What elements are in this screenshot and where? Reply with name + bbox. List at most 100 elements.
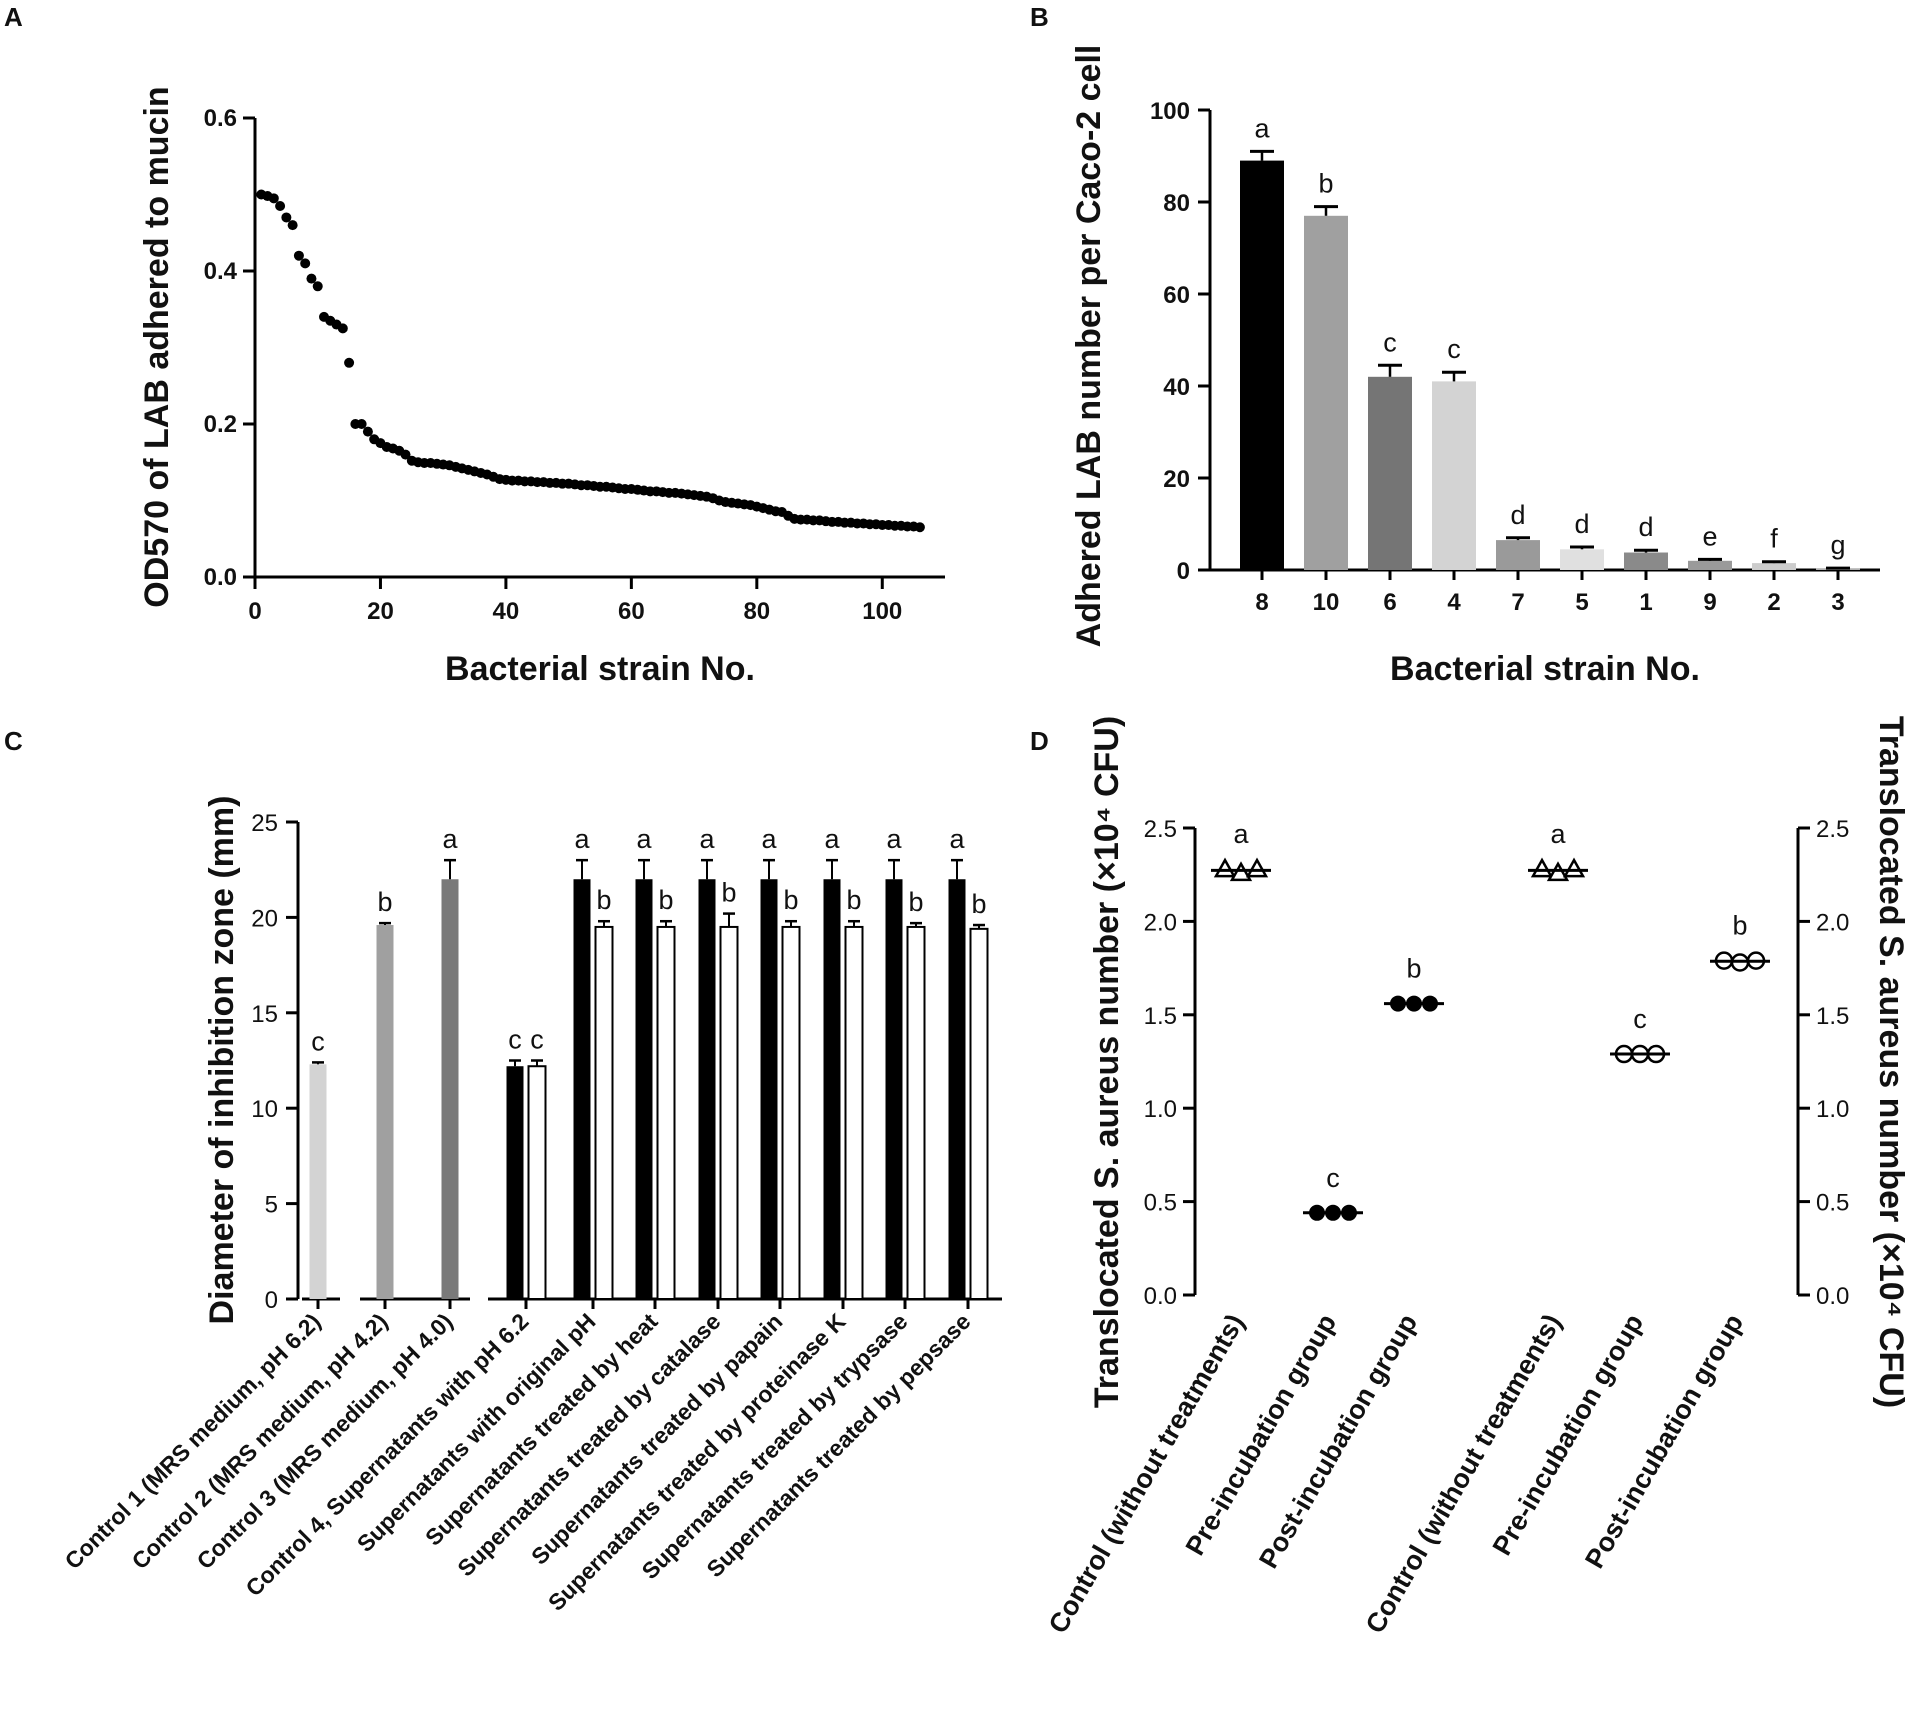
chart-c-significance-letter: b — [377, 887, 392, 917]
chart-a-xlabel: Bacterial strain No. — [445, 650, 755, 688]
chart-d-significance-letter: c — [1633, 1004, 1647, 1034]
chart-a-point — [400, 449, 411, 460]
chart-a-point — [300, 258, 311, 269]
chart-b-bar — [1688, 560, 1732, 570]
chart-a-point — [268, 193, 279, 204]
chart-d-significance-letter: a — [1233, 819, 1249, 849]
chart-a: 0.0 0.2 0.4 0.6 0 20 40 60 80 100 Bacterial stra… — [138, 86, 945, 688]
chart-c-significance-letter: a — [636, 824, 652, 854]
chart-c-significance-letter: a — [761, 824, 777, 854]
panel-label-b: B — [1030, 2, 1049, 32]
chart-d-ytick-label-left: 2.0 — [1144, 909, 1177, 936]
chart-b-ylabel: Adhered LAB number per Caco-2 cell — [1070, 45, 1108, 648]
chart-a-ytick-label: 0.4 — [204, 258, 238, 285]
chart-a-point — [281, 212, 292, 223]
chart-a-xtick-label: 80 — [743, 598, 770, 625]
chart-d-point — [1562, 857, 1586, 878]
chart-c-significance-letter: a — [699, 824, 715, 854]
chart-d-category-label: Post-incubation group — [1253, 1309, 1423, 1573]
chart-a-point — [293, 250, 304, 261]
chart-d-category-label: Control (without treatments) — [1043, 1309, 1250, 1638]
chart-b-category-label: 9 — [1703, 589, 1716, 616]
chart-b-significance-letter: c — [1383, 327, 1397, 357]
chart-c-significance-letter: b — [971, 889, 986, 919]
chart-a-ytick-label: 0.2 — [204, 411, 237, 438]
chart-d-ytick-label-right: 2.5 — [1816, 816, 1849, 843]
chart-c-ytick-label: 5 — [265, 1192, 278, 1219]
chart-c-bar — [823, 879, 841, 1299]
chart-c-significance-letter: b — [846, 885, 861, 915]
chart-b-significance-letter: g — [1830, 530, 1845, 560]
chart-c-bar — [948, 879, 966, 1299]
chart-d-ylabel-left: Translocated S. aureus number (×10⁴ CFU) — [1088, 716, 1126, 1408]
chart-c-significance-letter: c — [530, 1025, 544, 1055]
chart-d-ytick-label-left: 1.5 — [1144, 1003, 1177, 1030]
chart-d-ytick-label-right: 2.0 — [1816, 909, 1849, 936]
chart-c-ytick-label: 15 — [251, 1001, 278, 1028]
chart-a-xtick-label: 20 — [367, 598, 394, 625]
chart-a-point — [344, 357, 355, 368]
chart-b-bar — [1368, 376, 1412, 570]
chart-b-xlabel: Bacterial strain No. — [1390, 650, 1700, 688]
chart-b-significance-letter: d — [1574, 509, 1589, 539]
chart-c-significance-letter: b — [908, 887, 923, 917]
chart-c-bar — [594, 925, 614, 1300]
chart-a-point — [275, 200, 286, 211]
chart-d-ytick-label-right: 0.5 — [1816, 1190, 1849, 1217]
chart-d-significance-letter: b — [1732, 911, 1747, 941]
chart-c-bar — [781, 925, 801, 1300]
chart-c-bar — [441, 879, 459, 1299]
chart-b-bar — [1496, 540, 1540, 570]
chart-b-bar — [1304, 215, 1348, 571]
chart-b-ytick-label: 20 — [1163, 466, 1190, 493]
chart-a-xtick-label: 100 — [862, 598, 902, 625]
chart-b-category-label: 7 — [1511, 589, 1524, 616]
chart-b-significance-letter: f — [1770, 524, 1778, 554]
chart-c-significance-letter: a — [442, 824, 458, 854]
chart-c-bar — [719, 925, 739, 1300]
chart-c-bar — [656, 925, 676, 1300]
chart-d-point — [1245, 857, 1269, 878]
chart-c-significance-letter: a — [824, 824, 840, 854]
chart-b-category-label: 10 — [1313, 589, 1340, 616]
chart-c-bar — [760, 879, 778, 1299]
chart-d-ytick-label-left: 0.5 — [1144, 1190, 1177, 1217]
chart-d-ytick-label-left: 1.0 — [1144, 1096, 1177, 1123]
chart-b-significance-letter: d — [1510, 500, 1525, 530]
chart-c-ytick-label: 20 — [251, 905, 278, 932]
chart-d-significance-letter: b — [1406, 954, 1421, 984]
chart-c-bar — [309, 1064, 327, 1299]
chart-b-ytick-label: 0 — [1177, 558, 1190, 585]
chart-c-significance-letter: a — [886, 824, 902, 854]
chart-b-category-label: 3 — [1831, 589, 1844, 616]
chart-a-point — [312, 281, 323, 292]
chart-c-bar — [969, 927, 989, 1301]
panel-label-a: A — [4, 2, 23, 32]
chart-b-bar — [1560, 549, 1604, 570]
chart-c-significance-letter: c — [311, 1026, 325, 1056]
chart-c-bar — [376, 925, 394, 1299]
chart-b-significance-letter: b — [1318, 169, 1333, 199]
chart-c-bar — [527, 1065, 547, 1300]
chart-a-point — [914, 522, 925, 533]
chart-a-ytick-label: 0.6 — [204, 105, 237, 132]
chart-a-xtick-label: 60 — [618, 598, 645, 625]
chart-c-category-label: Control 2 (MRS medium, pH 4.2) — [127, 1308, 393, 1574]
chart-c-bar — [573, 879, 591, 1299]
panel-label-c: C — [4, 726, 23, 756]
chart-a-ylabel: OD570 of LAB adhered to mucin — [138, 86, 176, 607]
chart-d-ytick-label-right: 1.5 — [1816, 1003, 1849, 1030]
chart-c-ytick-label: 10 — [251, 1096, 278, 1123]
chart-b-bar — [1432, 381, 1476, 570]
chart-a-xtick-label: 0 — [248, 598, 261, 625]
chart-b-bar — [1752, 563, 1796, 570]
chart-b-bar — [1240, 160, 1284, 570]
chart-c-category-label: Control 1 (MRS medium, pH 6.2) — [60, 1308, 326, 1574]
chart-b-significance-letter: a — [1254, 113, 1270, 143]
chart-a-point — [362, 426, 373, 437]
chart-b-bar — [1624, 552, 1668, 570]
chart-a-point — [356, 419, 367, 429]
chart-d-significance-letter: c — [1326, 1163, 1340, 1193]
